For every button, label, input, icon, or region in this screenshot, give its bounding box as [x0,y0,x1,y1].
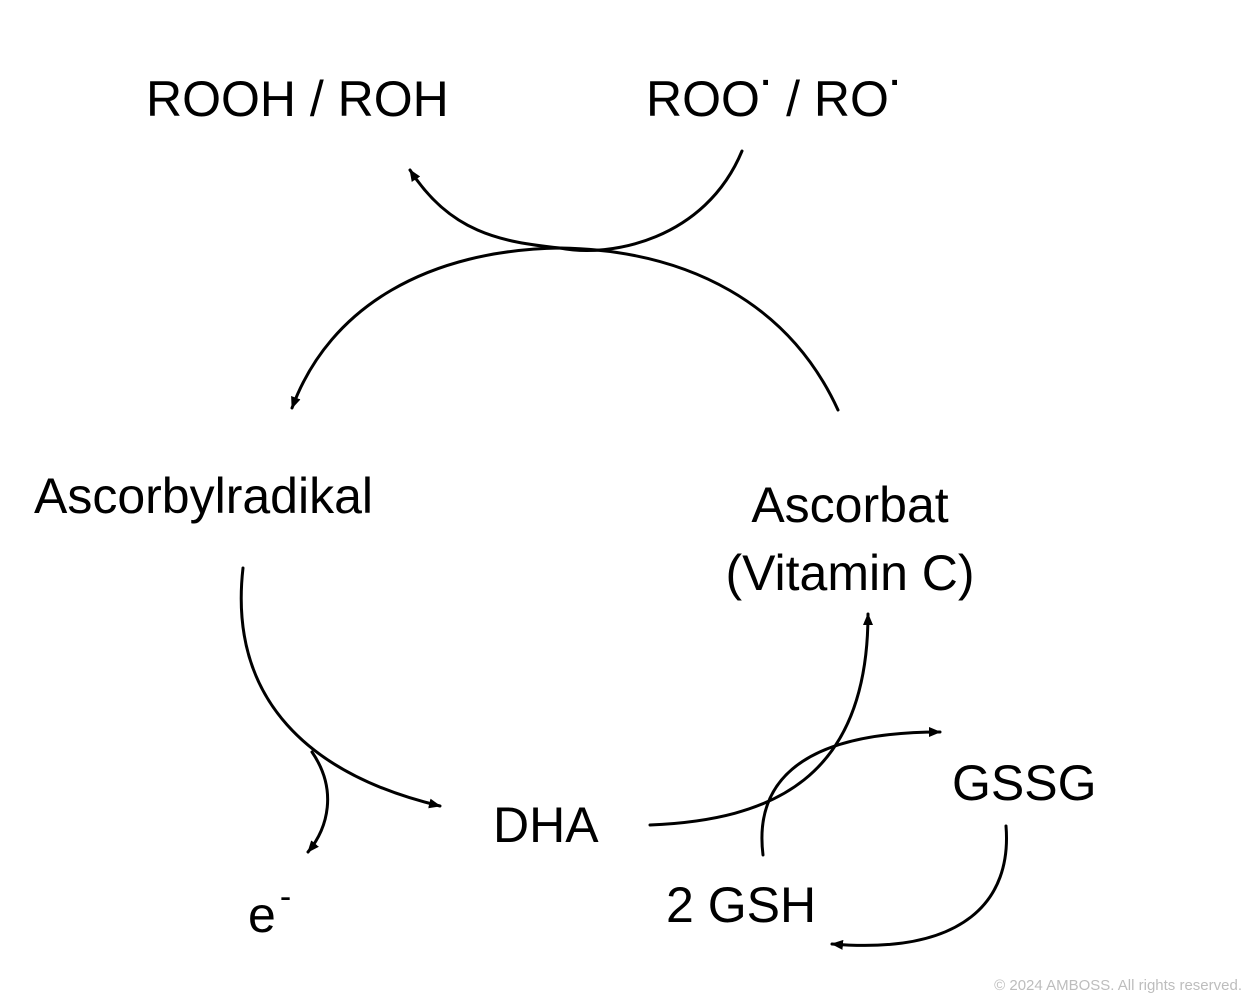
arrow-gssg-to-gsh [830,824,1009,950]
radical-dot-1: · [760,64,773,102]
arrow-ascorbylradikal-to-dha [239,566,442,809]
label-ascorbat: Ascorbat (Vitamin C) [700,471,1000,607]
arrow-gsh-to-gssg [760,727,942,857]
label-gssg: GSSG [952,755,1097,811]
label-roo-ro-radicals: ROO· / RO· [646,66,901,127]
label-ascorbat-line1: Ascorbat [751,477,949,533]
arrow-radical-reduction [408,149,744,252]
label-rooh-roh: ROOH / ROH [146,71,449,127]
arrow-electron-release [306,750,330,854]
label-ascorbat-line2: (Vitamin C) [725,545,975,601]
label-roo: ROO [646,71,760,127]
label-ascorbylradikal: Ascorbylradikal [34,468,374,524]
label-electron-base: e [248,887,276,943]
copyright-notice: © 2024 AMBOSS. All rights reserved. [994,977,1242,994]
label-ro: / RO [772,71,889,127]
arrow-ascorbat-to-ascorbylradikal [290,246,840,412]
radical-dot-2: · [889,64,902,102]
label-electron-charge: - [279,878,292,916]
arrow-dha-to-ascorbat [648,612,873,827]
label-electron: e- [248,880,291,943]
label-dha: DHA [493,797,599,853]
label-gsh: 2 GSH [666,877,817,933]
